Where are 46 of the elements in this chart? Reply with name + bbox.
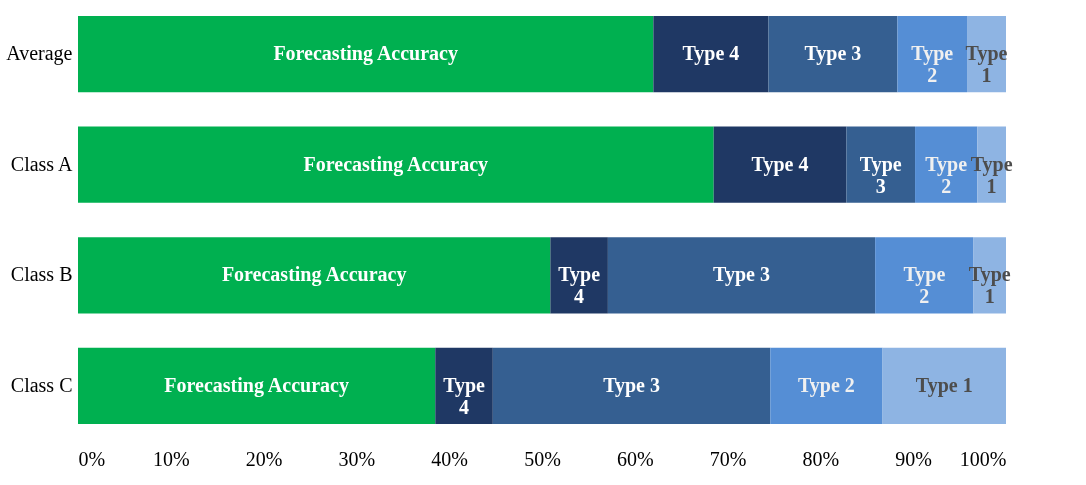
bar (78, 16, 654, 93)
text: Forecasting Accuracy (273, 42, 458, 65)
x-tick-label: 100% (959, 447, 1007, 470)
text: Forecasting Accuracy (164, 373, 349, 396)
bar (882, 347, 1006, 424)
x-tick-label: 80% (802, 447, 840, 470)
text: Type 4 (682, 42, 740, 65)
bar (550, 237, 608, 314)
series-label: Forecasting Accuracy (303, 152, 489, 176)
x-tick-label: 50% (524, 447, 561, 470)
text: Type 2 (925, 152, 968, 197)
bar (78, 347, 436, 424)
text: Type 3 (804, 42, 862, 65)
x-tick-label: 30% (338, 447, 376, 470)
series-label: Type 2 (911, 42, 954, 87)
bar (78, 237, 551, 314)
series-label: Type 4 (443, 373, 486, 418)
x-tick-label: 60% (616, 447, 654, 470)
y-tick-label: Class A (10, 152, 74, 175)
y-tick-label: Average (6, 42, 73, 66)
bar (846, 126, 916, 203)
bar (713, 126, 847, 203)
bar (768, 16, 898, 93)
x-tick-label: 0% (78, 447, 106, 470)
text: Type 1 (915, 373, 973, 396)
x-tick-label: 20% (245, 447, 283, 470)
text: Forecasting Accuracy (221, 263, 407, 286)
x-tick-label: 70% (709, 447, 747, 470)
bar (78, 126, 714, 203)
y-tick-label: Class B (10, 263, 73, 286)
x-tick-label: 40% (431, 447, 469, 470)
bar (653, 16, 769, 93)
y-tick-label: Class C (10, 373, 73, 396)
bar (607, 237, 876, 314)
series-label: Type 3 (859, 152, 902, 197)
bar (435, 347, 493, 424)
text: Type 4 (558, 263, 601, 308)
bar (492, 347, 771, 424)
text: Type 3 (603, 373, 660, 396)
text: Type 3 (713, 263, 770, 286)
x-tick-label: 90% (895, 447, 933, 470)
bar (770, 347, 883, 424)
x-tick-label: 10% (152, 447, 190, 470)
text: Type 2 (903, 263, 946, 308)
text: Type 2 (798, 373, 855, 396)
text: Type 4 (751, 152, 809, 175)
